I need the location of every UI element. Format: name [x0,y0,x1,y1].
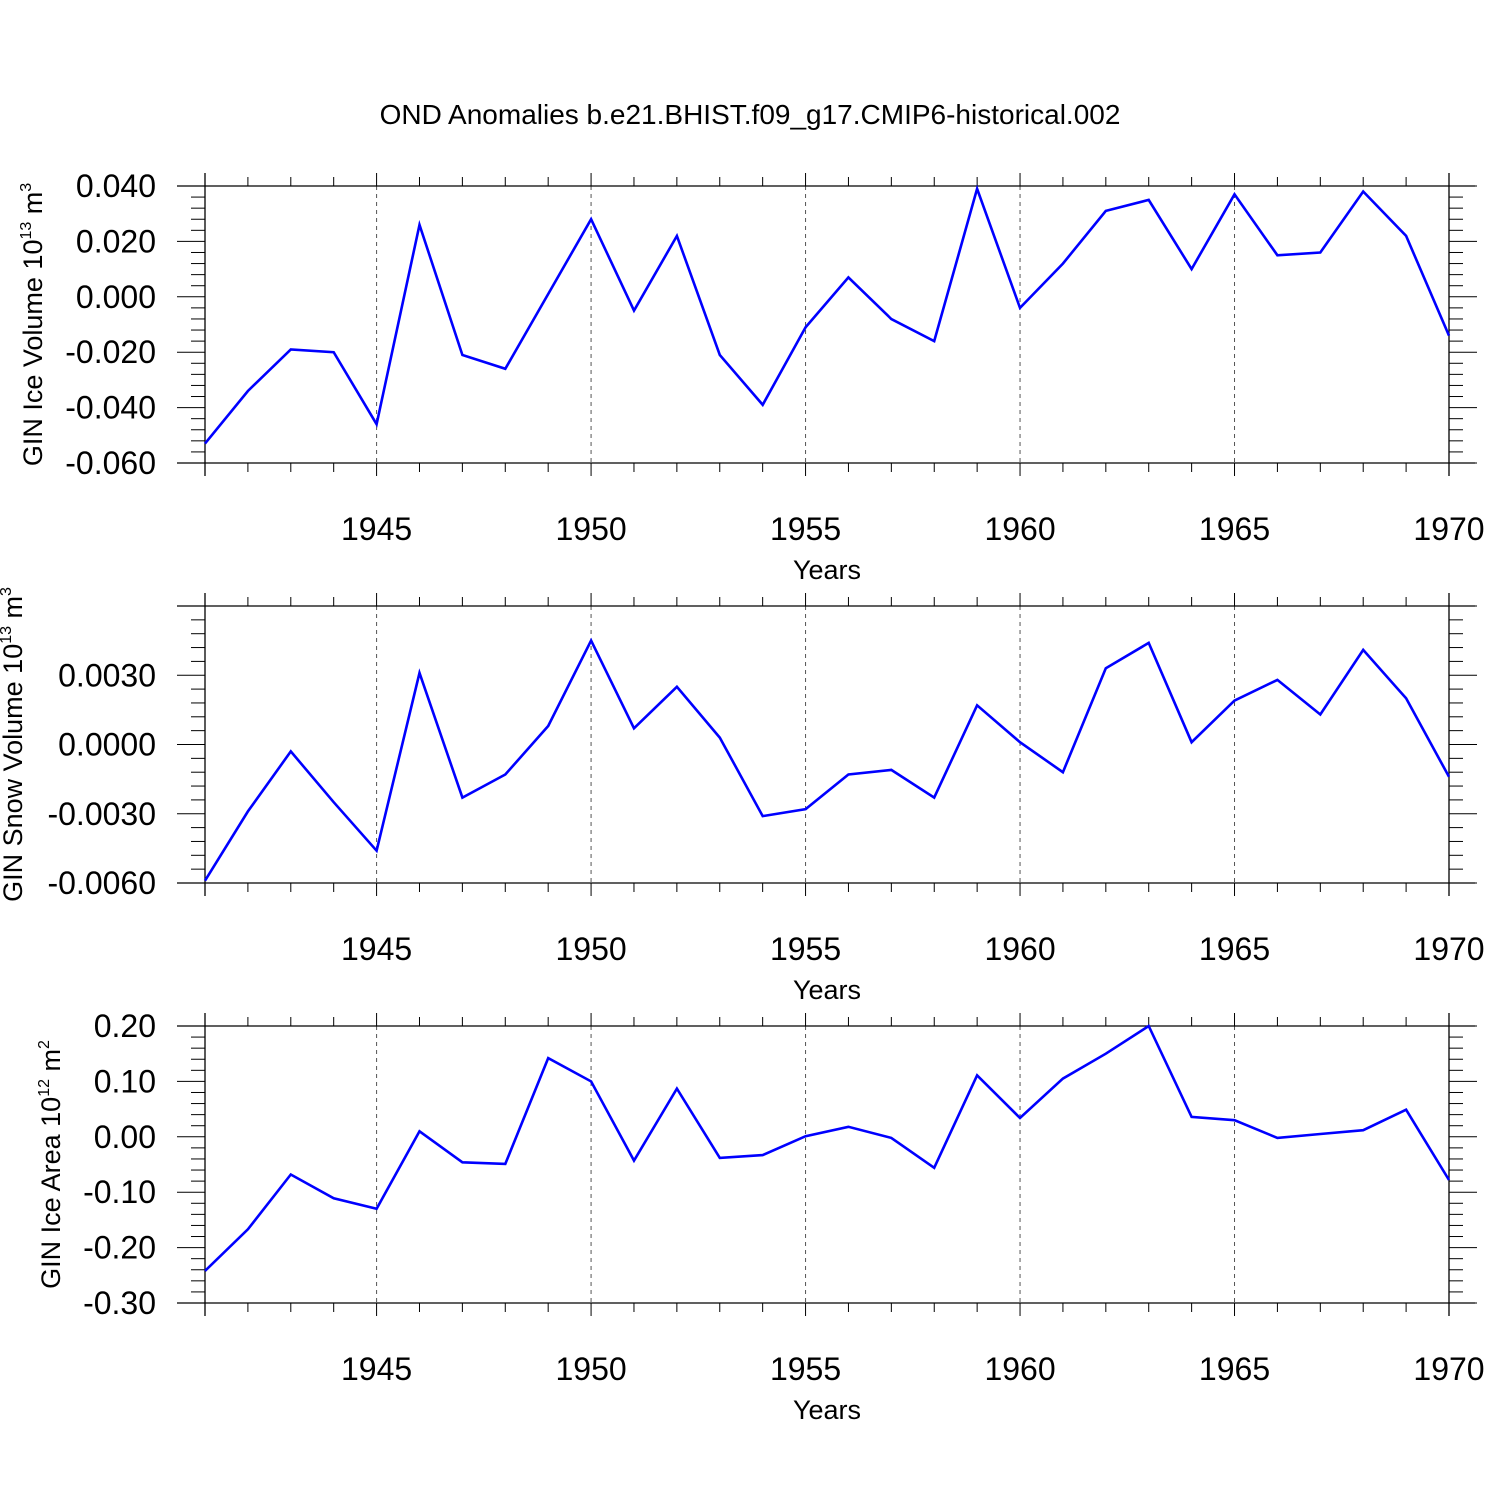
y-tick-label: 0.20 [94,1008,156,1044]
x-tick-label: 1970 [1413,511,1484,547]
y-axis-title-exponent: 13 [0,626,15,644]
y-tick-label: -0.20 [83,1230,156,1266]
y-tick-label: -0.020 [65,334,156,370]
y-axis-title-unit: m [18,192,48,222]
panel-1: 0.040 0.020 0.000 -0.020 -0.040 -0.060 1945 195… [18,168,1485,585]
x-tick-label: 1950 [555,931,626,967]
y-tick-label: -0.0030 [47,796,156,832]
x-tick-label: 1955 [770,511,841,547]
x-tick-label: 1945 [341,1351,412,1387]
x-tick-label: 1960 [984,511,1055,547]
x-tick-label: 1960 [984,931,1055,967]
x-tick-label: 1965 [1199,931,1270,967]
series-line-1 [203,184,1451,445]
y-tick-label: 0.10 [94,1063,156,1099]
panel-2: 0.0030 0.0000 -0.0030 -0.0060 1945 1950 1955 19… [0,587,1485,1005]
y-axis-title-unit-exponent: 2 [36,1040,53,1049]
chart-title: OND Anomalies b.e21.BHIST.f09_g17.CMIP6-… [380,99,1121,130]
y-tick-label: 0.000 [76,279,156,315]
x-tick-label: 1950 [555,1351,626,1387]
y-axis-title: GIN Ice Area 1012 m2 [36,1040,66,1289]
y-tick-label: 0.0000 [58,727,156,763]
x-tick-label: 1955 [770,931,841,967]
y-tick-label: 0.040 [76,168,156,204]
x-tick-label: 1945 [341,511,412,547]
series-line-2 [203,637,1451,882]
y-axis-title-unit-exponent: 3 [0,587,15,596]
y-tick-label: 0.00 [94,1119,156,1155]
y-tick-label: -0.30 [83,1285,156,1321]
x-axis-title: Years [793,1395,861,1425]
y-axis-title-text: GIN Snow Volume 10 [0,644,28,902]
y-axis-title: GIN Ice Volume 1013 m3 [18,183,48,466]
x-tick-label: 1965 [1199,1351,1270,1387]
x-axis-title: Years [793,975,861,1005]
y-tick-label: -0.040 [65,390,156,426]
y-tick-label: -0.060 [65,445,156,481]
x-tick-label: 1970 [1413,931,1484,967]
y-axis-title-text: GIN Ice Volume 10 [18,240,48,467]
y-tick-label: -0.10 [83,1174,156,1210]
y-axis-title-unit: m [36,1049,66,1079]
x-tick-label: 1960 [984,1351,1055,1387]
series-line-3 [204,1024,1451,1272]
y-tick-label: 0.020 [76,223,156,259]
y-tick-label: -0.0060 [47,865,156,901]
y-tick-label: 0.0030 [58,657,156,693]
y-axis-title-unit-exponent: 3 [18,183,35,192]
x-tick-label: 1965 [1199,511,1270,547]
y-axis-title-text: GIN Ice Area 10 [36,1097,66,1289]
y-axis-title-unit: m [0,596,28,626]
y-axis-title-exponent: 13 [18,222,35,240]
x-tick-label: 1955 [770,1351,841,1387]
x-tick-label: 1970 [1413,1351,1484,1387]
y-axis-title: GIN Snow Volume 1013 m3 [0,587,28,902]
x-tick-label: 1945 [341,931,412,967]
panel-3: 0.20 0.10 0.00 -0.10 -0.20 -0.30 1945 1950 1955 1… [36,1008,1485,1425]
y-axis-title-exponent: 12 [36,1079,53,1097]
x-tick-label: 1950 [555,511,626,547]
x-axis-title: Years [793,555,861,585]
